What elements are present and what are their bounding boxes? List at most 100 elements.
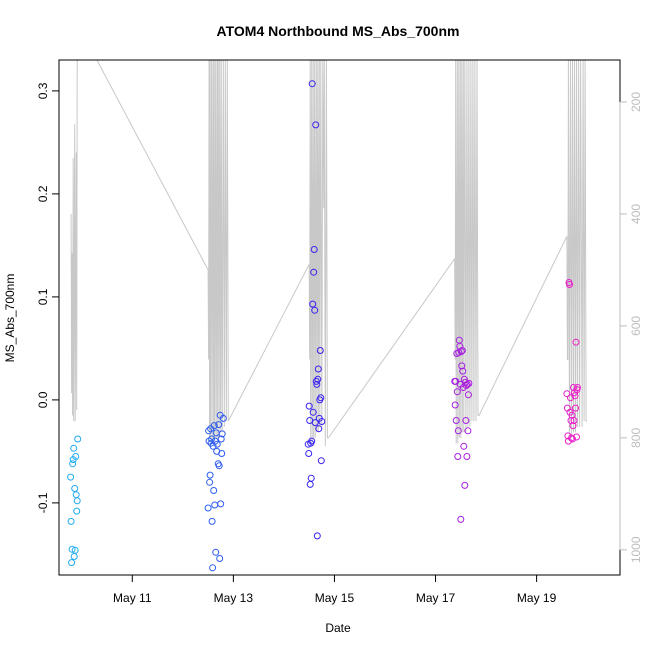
data-point bbox=[569, 422, 577, 430]
points-layer bbox=[67, 80, 581, 572]
depth-trace-line bbox=[70, 59, 588, 447]
x-tick-label: May 11 bbox=[113, 591, 152, 605]
x-tick-label: May 17 bbox=[416, 591, 456, 605]
data-point bbox=[68, 559, 76, 567]
data-point bbox=[309, 408, 317, 416]
data-point bbox=[452, 417, 460, 424]
data-point bbox=[453, 388, 461, 396]
data-point bbox=[206, 471, 214, 479]
data-point bbox=[308, 437, 316, 445]
data-point bbox=[460, 375, 468, 383]
data-point bbox=[317, 394, 325, 402]
data-point bbox=[218, 450, 226, 457]
depth-trace-layer bbox=[70, 59, 588, 447]
y-tick-label: 0.0 bbox=[36, 391, 50, 408]
data-point bbox=[215, 421, 223, 429]
data-point bbox=[213, 440, 221, 448]
data-point bbox=[305, 450, 313, 457]
data-point bbox=[572, 338, 580, 346]
data-point bbox=[318, 418, 326, 425]
data-point bbox=[314, 365, 322, 373]
data-point bbox=[313, 532, 321, 540]
secondary-y-tick-label: 400 bbox=[629, 204, 643, 224]
data-point bbox=[454, 427, 462, 435]
data-point bbox=[206, 478, 214, 486]
data-point bbox=[67, 517, 75, 525]
data-point bbox=[215, 462, 223, 470]
data-point bbox=[454, 453, 462, 460]
data-point bbox=[306, 480, 314, 488]
data-point bbox=[316, 347, 324, 354]
data-point bbox=[73, 507, 81, 515]
data-point bbox=[462, 417, 470, 424]
y-axis-label: MS_Abs_700nm bbox=[3, 274, 17, 363]
data-point bbox=[71, 485, 79, 492]
x-tick-label: May 19 bbox=[517, 591, 557, 605]
data-point bbox=[461, 378, 469, 386]
data-point bbox=[204, 504, 212, 512]
data-point bbox=[307, 474, 315, 482]
data-point bbox=[310, 246, 318, 253]
data-point bbox=[210, 422, 218, 430]
data-point bbox=[208, 517, 216, 525]
data-point bbox=[218, 430, 226, 438]
data-point bbox=[464, 427, 472, 435]
data-point bbox=[459, 367, 467, 375]
data-point bbox=[311, 306, 319, 314]
secondary-y-axis: 200 400 600 800 1000 bbox=[619, 92, 643, 563]
data-point bbox=[463, 453, 471, 460]
data-point bbox=[309, 300, 317, 308]
data-point bbox=[212, 548, 220, 556]
data-point bbox=[465, 379, 473, 387]
data-point bbox=[71, 546, 79, 554]
data-point bbox=[208, 435, 216, 443]
data-point bbox=[69, 460, 77, 468]
data-point bbox=[70, 444, 78, 452]
data-point bbox=[211, 501, 219, 509]
x-axis: May 11 May 13 May 15 May 17 May 19 bbox=[113, 574, 557, 605]
x-tick-label: May 13 bbox=[214, 591, 254, 605]
data-point bbox=[570, 417, 578, 424]
x-tick-label: May 15 bbox=[315, 591, 355, 605]
data-point bbox=[310, 268, 318, 276]
x-axis-label: Date bbox=[325, 621, 351, 635]
data-point bbox=[464, 391, 472, 399]
data-point bbox=[209, 564, 217, 572]
data-point bbox=[572, 404, 579, 412]
chart-title: ATOM4 Northbound MS_Abs_700nm bbox=[217, 23, 460, 39]
data-point bbox=[305, 402, 313, 410]
data-point bbox=[457, 515, 465, 523]
data-point bbox=[205, 427, 213, 435]
data-point bbox=[568, 434, 575, 442]
data-point bbox=[463, 380, 471, 388]
data-point bbox=[217, 500, 225, 508]
data-point bbox=[460, 442, 468, 450]
plot-frame bbox=[58, 59, 621, 576]
data-point bbox=[569, 435, 576, 443]
secondary-y-tick-label: 1000 bbox=[629, 536, 643, 563]
data-point bbox=[457, 348, 465, 355]
data-point bbox=[461, 481, 469, 489]
y-tick-label: 0.3 bbox=[36, 82, 50, 99]
data-point bbox=[574, 384, 581, 391]
data-point bbox=[219, 414, 227, 422]
data-point bbox=[451, 401, 459, 409]
data-point bbox=[312, 377, 320, 385]
data-point bbox=[70, 553, 78, 560]
data-point bbox=[308, 80, 316, 88]
data-point bbox=[313, 380, 321, 388]
secondary-y-tick-label: 800 bbox=[629, 428, 643, 448]
y-tick-label: 0.1 bbox=[36, 288, 50, 305]
y-tick-label: 0.2 bbox=[36, 185, 50, 202]
data-point bbox=[216, 555, 224, 562]
data-point bbox=[314, 375, 322, 383]
data-point bbox=[563, 390, 571, 398]
data-point bbox=[312, 121, 320, 129]
secondary-y-tick-label: 600 bbox=[629, 316, 643, 336]
data-point bbox=[571, 392, 579, 400]
data-point bbox=[566, 281, 573, 288]
data-point bbox=[573, 433, 580, 441]
data-point bbox=[311, 419, 319, 427]
data-point bbox=[74, 435, 82, 443]
